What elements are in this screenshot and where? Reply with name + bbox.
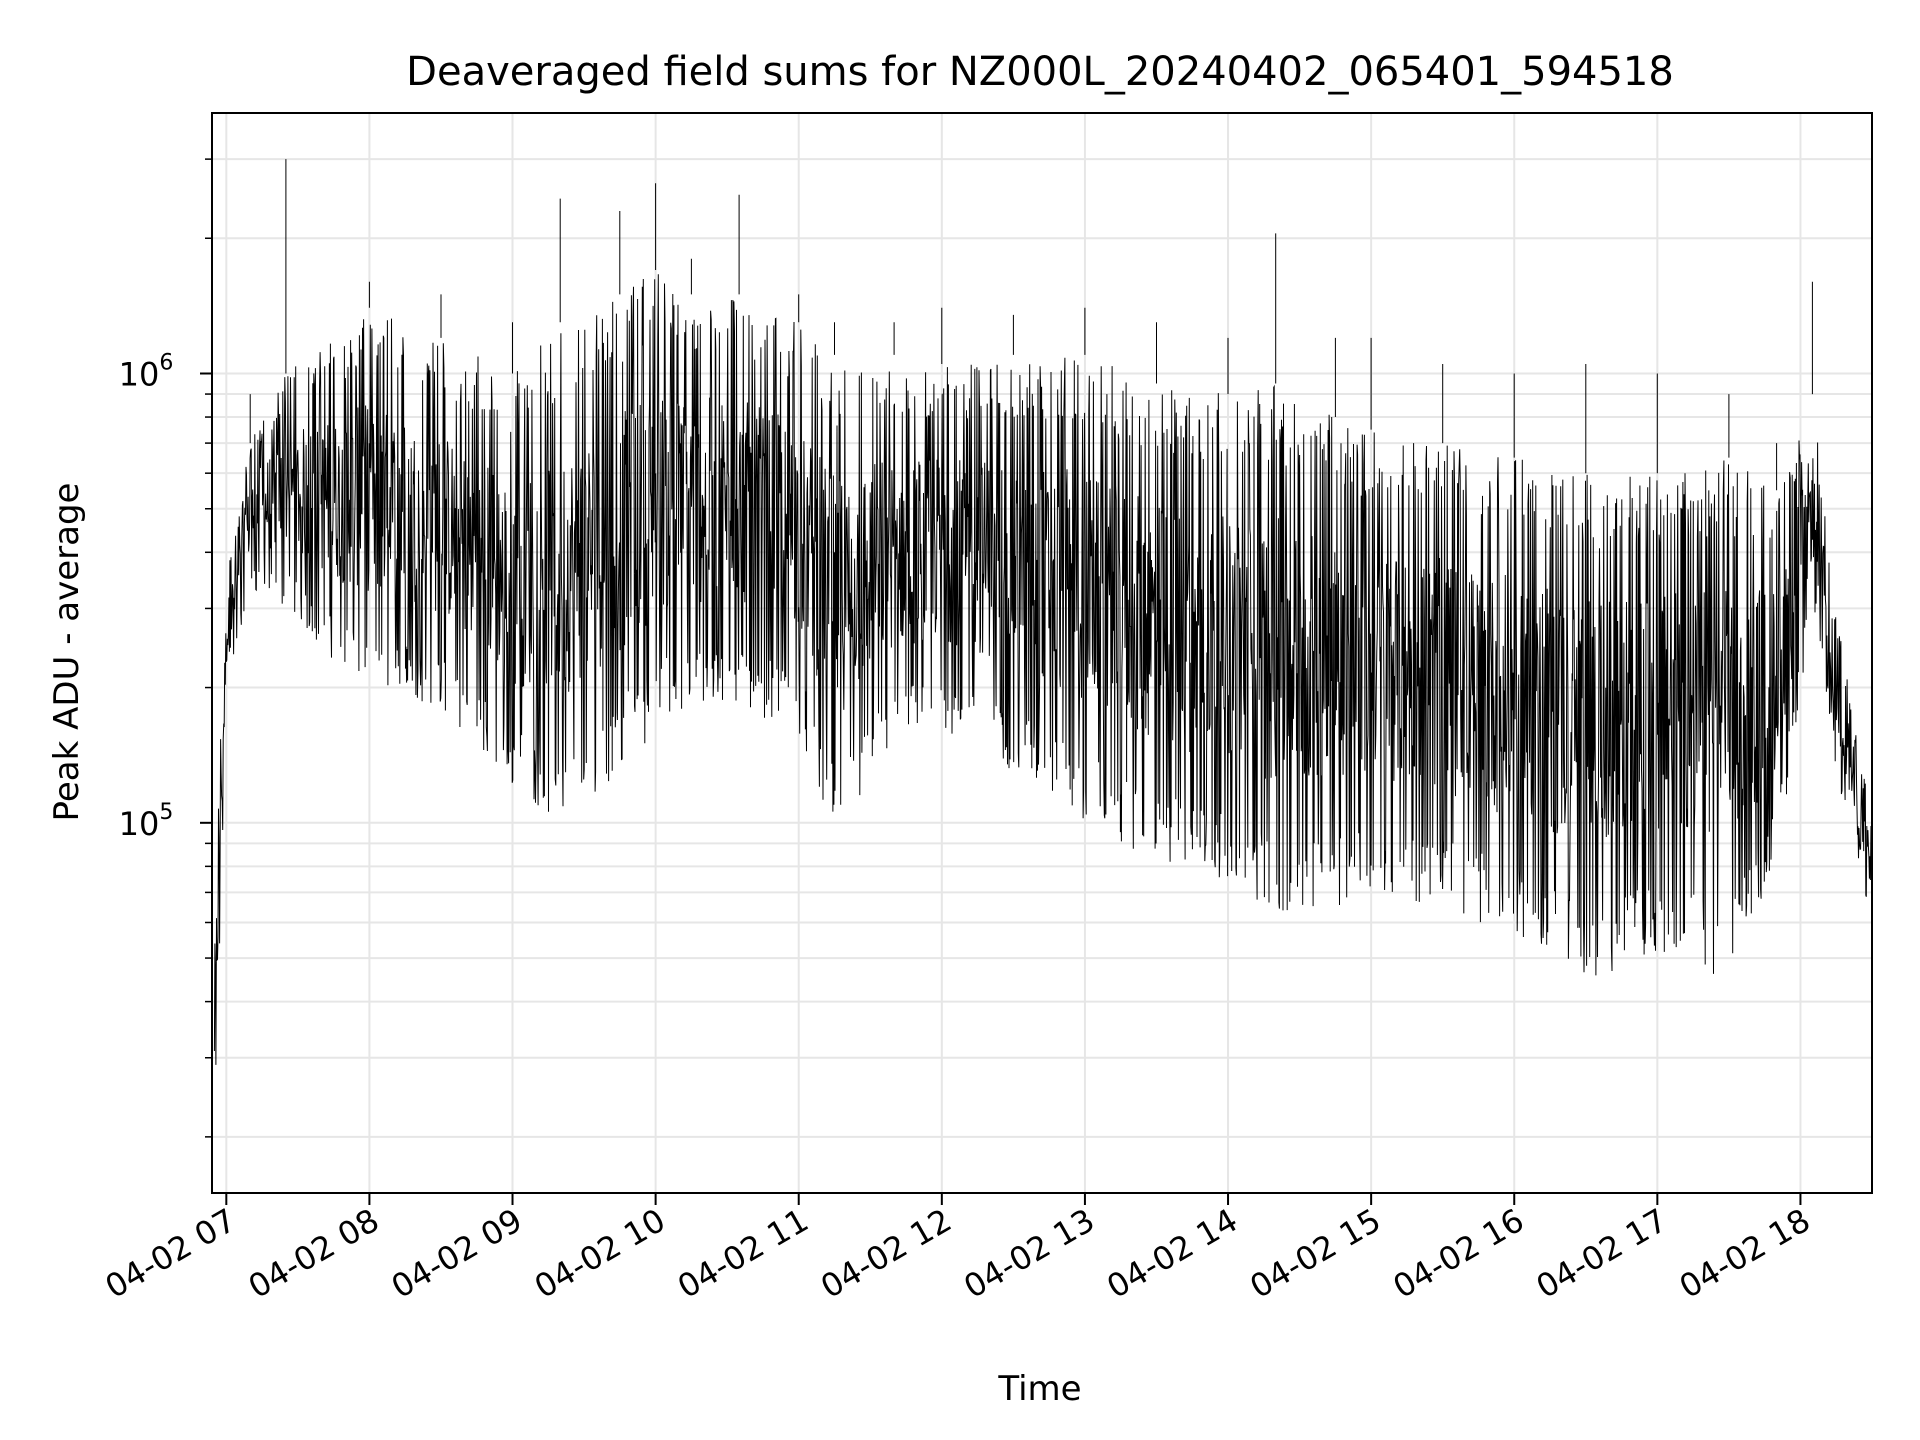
y-tick-label: 106	[119, 351, 174, 394]
y-tick-exponent: 5	[159, 800, 173, 825]
y-tick-base: 10	[119, 356, 160, 394]
plot-area	[213, 159, 1873, 1065]
y-tick-base: 10	[119, 805, 160, 843]
plot-frame	[211, 112, 1873, 1194]
y-axis-label: Peak ADU - average	[47, 483, 87, 822]
x-axis-label: Time	[997, 1369, 1081, 1409]
y-tick-label: 105	[119, 800, 174, 843]
y-tick-exponent: 6	[159, 351, 173, 376]
chart-title: Deaveraged field sums for NZ000L_2024040…	[406, 49, 1674, 95]
series-line	[213, 159, 1873, 1065]
